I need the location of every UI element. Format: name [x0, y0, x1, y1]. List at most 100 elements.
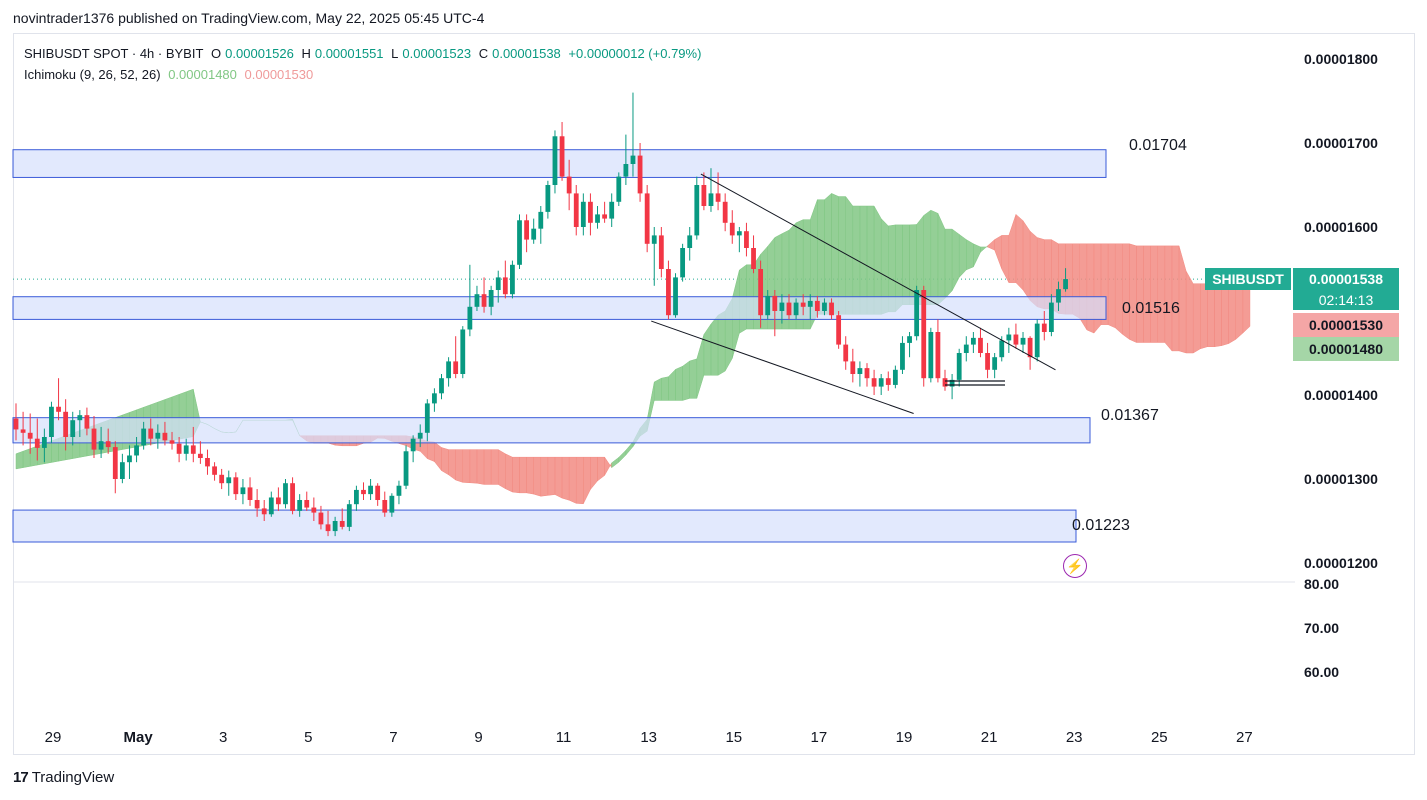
candle-body: [722, 201, 728, 223]
candle-body: [84, 415, 90, 429]
zone-label: 0.01367: [1101, 407, 1159, 424]
candle-body: [495, 277, 501, 290]
candle-body: [339, 521, 345, 527]
footer-brand[interactable]: 17 TradingView: [13, 769, 114, 786]
time-axis-label: 11: [556, 729, 572, 746]
candle-body: [283, 483, 288, 505]
low-label: L: [391, 46, 399, 61]
ichimoku-cloud-segment: [1015, 213, 1024, 291]
open-value: 0.00001526: [225, 46, 294, 61]
ichimoku-cloud-segment: [717, 310, 726, 376]
ichimoku-cloud-segment: [441, 447, 449, 476]
candle-body: [1063, 279, 1068, 290]
candle-body: [517, 220, 522, 265]
candle-body: [268, 497, 274, 515]
ichimoku-cloud-segment: [455, 449, 464, 483]
time-axis-label: 17: [811, 729, 828, 746]
candle-body: [914, 290, 920, 337]
flash-icon[interactable]: ⚡: [1063, 554, 1087, 578]
zone-label: 0.01704: [1129, 137, 1187, 154]
price-scale-label: 0.00001800: [1304, 51, 1378, 67]
ticker-tag: SHIBUSDT: [1205, 268, 1291, 290]
candle-body: [970, 337, 976, 345]
time-axis-label: 5: [304, 729, 312, 746]
candle-body: [666, 269, 671, 316]
candle-body: [361, 489, 366, 495]
ichimoku-cloud-segment: [944, 228, 953, 300]
candle-body: [999, 340, 1005, 358]
ichimoku-cloud-segment: [533, 456, 542, 497]
zone-box: [12, 296, 1107, 320]
symbol-line: SHIBUSDT SPOT · 4h · BYBIT: [24, 46, 204, 61]
ichimoku-cloud-segment: [611, 456, 620, 469]
candle-body: [814, 300, 820, 311]
ichimoku-cloud-segment: [462, 449, 471, 484]
candle-body: [382, 500, 388, 513]
symbol-legend[interactable]: SHIBUSDT SPOT · 4h · BYBIT O 0.00001526 H…: [24, 46, 705, 61]
time-axis-label: 23: [1066, 729, 1083, 746]
candle-body: [453, 361, 459, 374]
ichimoku-cloud-segment: [682, 360, 690, 401]
candle-body: [921, 290, 927, 379]
ichimoku-cloud-segment: [951, 228, 960, 291]
close-value: 0.00001538: [492, 46, 561, 61]
candle-body: [183, 445, 189, 454]
candle-body: [687, 235, 693, 248]
candle-body: [155, 432, 161, 439]
candle-body: [878, 378, 884, 387]
candle-body: [332, 521, 338, 532]
candle-body: [375, 485, 381, 500]
indicator-legend[interactable]: Ichimoku (9, 26, 52, 26) 0.00001480 0.00…: [24, 67, 317, 82]
candle-body: [758, 269, 764, 316]
candle-body: [793, 302, 799, 316]
zone-box: [12, 509, 1077, 543]
candle-body: [119, 462, 125, 479]
candle-body: [134, 445, 139, 456]
candle-body: [424, 403, 430, 433]
candle-body: [27, 432, 33, 439]
candle-body: [325, 524, 331, 532]
ichimoku-a-value: 0.00001480: [168, 67, 237, 82]
ichimoku-cloud-segment: [696, 334, 705, 399]
candle-body: [311, 507, 317, 513]
candle-body: [304, 500, 310, 508]
candle-body: [1056, 289, 1061, 303]
low-value: 0.00001523: [402, 46, 472, 61]
candle-body: [1006, 334, 1012, 341]
candle-body: [885, 378, 891, 385]
candle-body: [580, 201, 586, 227]
ichimoku-cloud-segment: [1157, 245, 1166, 343]
candle-body: [467, 306, 473, 330]
candle-body: [573, 193, 579, 227]
open-label: O: [211, 46, 222, 61]
candle-body: [538, 211, 544, 229]
candle-body: [91, 428, 97, 450]
candle-body: [56, 406, 61, 412]
candle-body: [176, 443, 182, 454]
ichimoku-cloud-segment: [625, 441, 634, 456]
candle-body: [900, 342, 905, 370]
ichimoku-cloud-segment: [483, 449, 492, 485]
candle-body: [70, 420, 76, 437]
candle-body: [20, 429, 26, 433]
candle-body: [417, 432, 423, 439]
candle-body: [98, 441, 104, 450]
candle-body: [410, 438, 416, 452]
candle-body: [963, 344, 969, 353]
ichimoku-cloud-segment: [1221, 283, 1229, 346]
ichimoku-cloud-segment: [654, 377, 662, 401]
candle-body: [807, 300, 813, 307]
candle-body: [949, 379, 955, 387]
price-scale-label: 0.00001600: [1304, 219, 1378, 235]
candle-body: [297, 500, 303, 511]
candle-body: [162, 432, 168, 441]
candle-body: [219, 474, 225, 484]
candle-body: [169, 440, 175, 444]
change-value: +0.00000012 (+0.79%): [568, 46, 702, 61]
candle-body: [907, 336, 912, 343]
candle-body: [864, 368, 870, 379]
candle-body: [403, 451, 409, 486]
candle-body: [432, 393, 437, 404]
ichimoku-cloud-segment: [1164, 245, 1173, 352]
